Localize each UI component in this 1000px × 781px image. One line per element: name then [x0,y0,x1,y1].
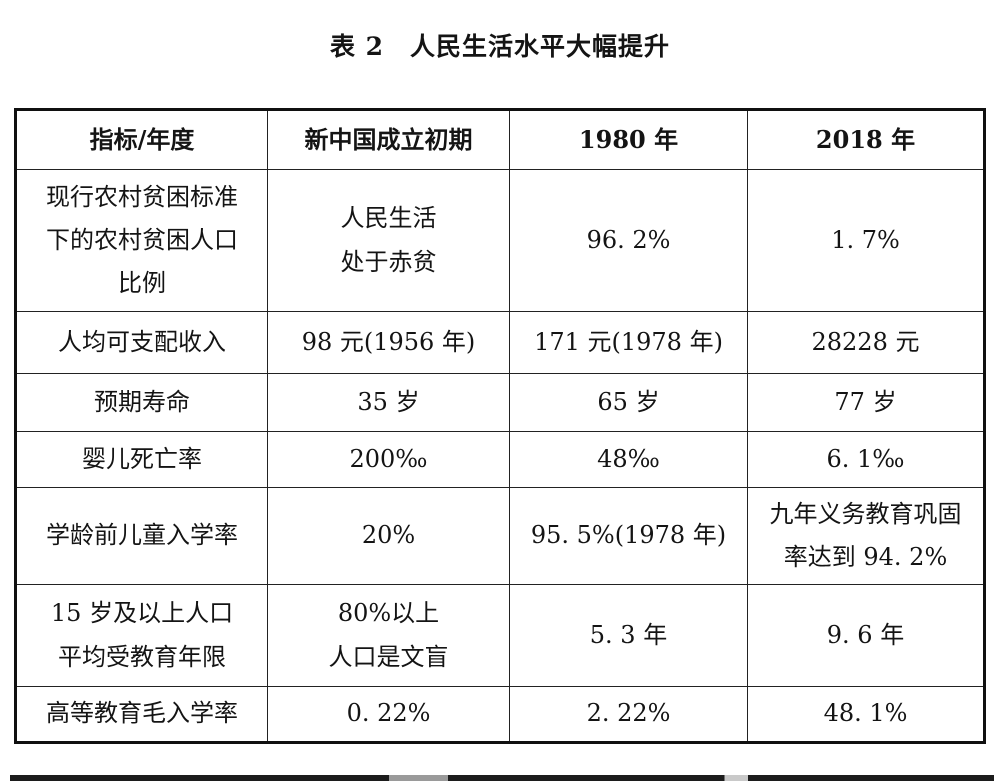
cell-early: 80%以上 人口是文盲 [267,584,510,687]
cell-early: 200‰ [267,431,510,488]
table-row-preschool-enrollment: 学龄前儿童入学率 20% 95. 5%(1978 年) 九年义务教育巩固 率达到… [15,487,985,585]
cell-early: 35 岁 [267,373,510,432]
cell-early: 人民生活 处于赤贫 [267,169,510,312]
cell-indicator: 高等教育毛入学率 [15,686,268,743]
cutoff-content-strip [10,775,994,781]
header-indicator-year: 指标/年度 [15,109,268,170]
cell-indicator: 预期寿命 [15,373,268,432]
cell-2018: 77 岁 [747,373,985,432]
table-row-poverty-ratio: 现行农村贫困标准 下的农村贫困人口 比例 人民生活 处于赤贫 96. 2% 1.… [15,169,985,312]
cell-early: 0. 22% [267,686,510,743]
table-row-avg-education-years: 15 岁及以上人口 平均受教育年限 80%以上 人口是文盲 5. 3 年 9. … [15,584,985,687]
header-row: 指标/年度 新中国成立初期 1980 年 2018 年 [15,109,985,170]
table-row-life-expectancy: 预期寿命 35 岁 65 岁 77 岁 [15,373,985,432]
cell-early: 98 元(1956 年) [267,311,510,374]
cell-indicator: 学龄前儿童入学率 [15,487,268,585]
cell-indicator: 婴儿死亡率 [15,431,268,488]
table-row-disposable-income: 人均可支配收入 98 元(1956 年) 171 元(1978 年) 28228… [15,311,985,374]
cell-indicator: 现行农村贫困标准 下的农村贫困人口 比例 [15,169,268,312]
cell-2018: 28228 元 [747,311,985,374]
cell-2018: 48. 1% [747,686,985,743]
header-early-prc: 新中国成立初期 [267,109,510,170]
table-row-infant-mortality: 婴儿死亡率 200‰ 48‰ 6. 1‰ [15,431,985,488]
cell-2018: 6. 1‰ [747,431,985,488]
living-standards-table: 指标/年度 新中国成立初期 1980 年 2018 年 现行农村贫困标准 下的农… [14,108,986,744]
cell-1980: 65 岁 [509,373,748,432]
cell-1980: 2. 22% [509,686,748,743]
cell-2018: 9. 6 年 [747,584,985,687]
table-row-higher-education-enrollment: 高等教育毛入学率 0. 22% 2. 22% 48. 1% [15,686,985,743]
header-2018: 2018 年 [747,109,985,170]
cell-1980: 171 元(1978 年) [509,311,748,374]
cell-1980: 5. 3 年 [509,584,748,687]
cell-1980: 95. 5%(1978 年) [509,487,748,585]
table-title: 表 2 人民生活水平大幅提升 [329,32,671,61]
cell-1980: 96. 2% [509,169,748,312]
cell-indicator: 15 岁及以上人口 平均受教育年限 [15,584,268,687]
cell-1980: 48‰ [509,431,748,488]
cell-early: 20% [267,487,510,585]
cell-indicator: 人均可支配收入 [15,311,268,374]
cell-2018: 1. 7% [747,169,985,312]
cell-2018: 九年义务教育巩固 率达到 94. 2% [747,487,985,585]
header-1980: 1980 年 [509,109,748,170]
